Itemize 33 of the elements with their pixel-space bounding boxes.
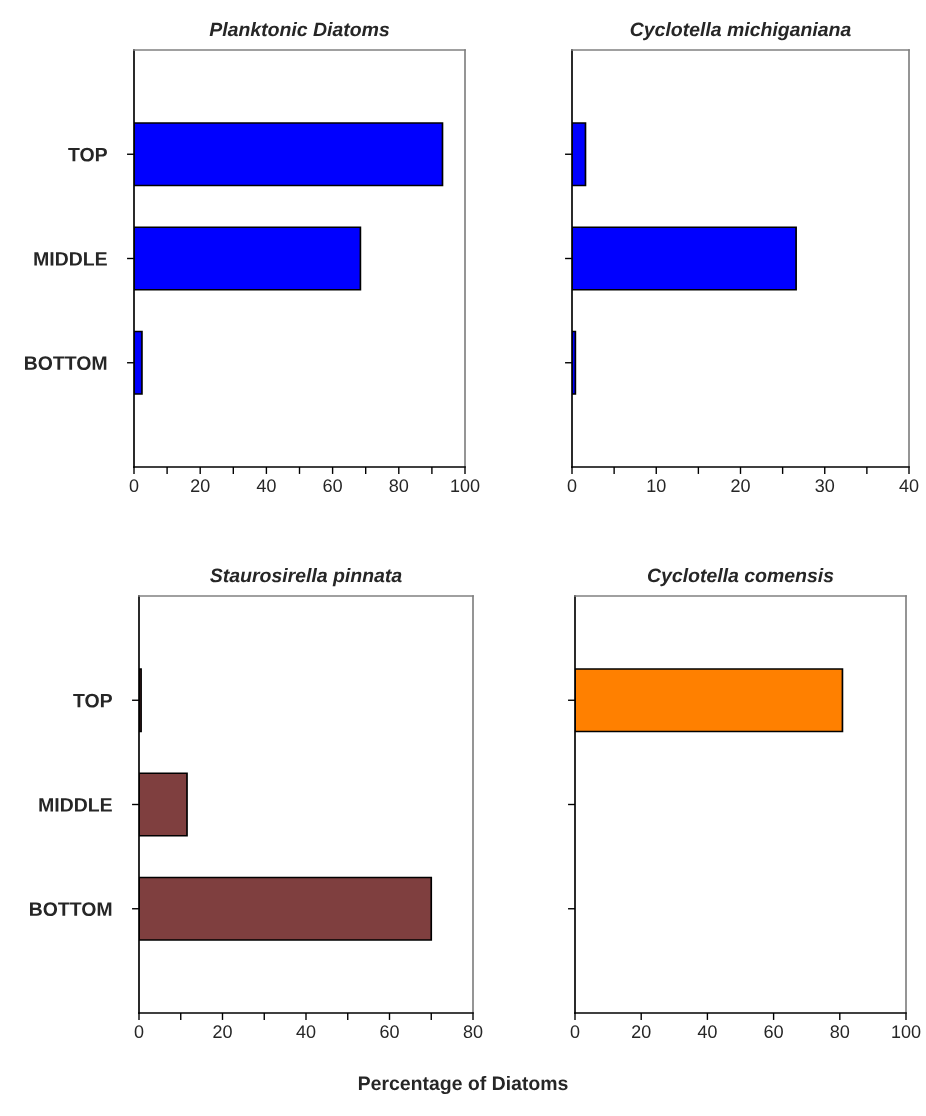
x-tick-label: 60 (323, 479, 342, 493)
y-tick-label: MIDDLE (34, 252, 107, 266)
x-tick-label: 20 (191, 479, 210, 493)
x-tick-label: 20 (632, 1025, 651, 1039)
y-tick-label: TOP (68, 147, 107, 162)
x-tick-label: 40 (256, 479, 276, 493)
x-tick-label: 80 (463, 1025, 483, 1039)
text: Percentage of Diatoms (358, 1075, 568, 1095)
x-tick-label: 80 (830, 1025, 850, 1039)
x-tick-label: 40 (296, 1025, 316, 1039)
y-tick-label: TOP (73, 693, 112, 708)
x-tick-label: 100 (451, 479, 480, 493)
y-tick-label: BOTTOM (25, 356, 107, 370)
y-tick-label: MIDDLE (39, 798, 112, 812)
x-tick-label: 40 (697, 1025, 717, 1039)
x-tick-label: 80 (389, 479, 409, 493)
x-tick-label: 60 (764, 1025, 783, 1039)
chart-title: Planktonic Diatoms (209, 22, 390, 37)
x-tick-label: 60 (380, 1025, 399, 1039)
x-tick-label: 10 (647, 479, 666, 493)
x-tick-label: 0 (134, 1025, 144, 1039)
x-tick-label: 40 (899, 479, 919, 493)
x-tick-label: 0 (129, 479, 139, 493)
x-tick-label: 100 (892, 1025, 921, 1039)
chart-title: Cyclotella michiganiana (630, 22, 851, 41)
x-tick-label: 30 (815, 479, 835, 493)
x-tick-label: 0 (567, 479, 577, 493)
y-tick-label: BOTTOM (30, 902, 112, 916)
x-tick-label: 0 (570, 1025, 580, 1039)
chart-title: Cyclotella comensis (647, 568, 834, 587)
x-tick-label: 20 (213, 1025, 232, 1039)
x-tick-label: 20 (731, 479, 750, 493)
chart-title: Staurosirella pinnata (210, 568, 402, 587)
